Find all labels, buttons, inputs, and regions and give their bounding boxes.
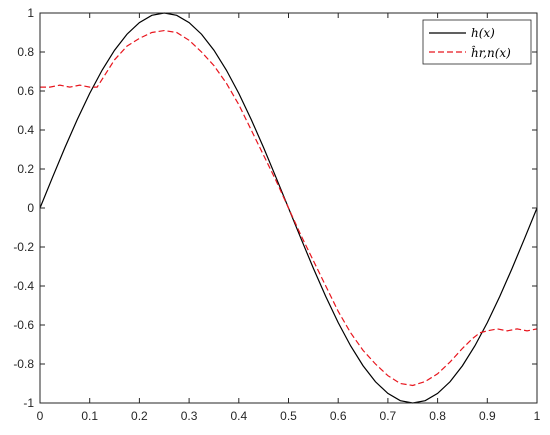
x-tick-label: 0.8: [429, 409, 446, 423]
series-line-1: [40, 29, 538, 387]
x-tick-label: 0: [37, 409, 44, 423]
plot-area: [39, 12, 538, 404]
y-tick-label: 0.4: [17, 123, 34, 137]
y-tick-label: 0.8: [17, 45, 34, 59]
x-tick-label: 0.1: [81, 409, 98, 423]
x-tick-label: 0.6: [330, 409, 347, 423]
x-tick-label: 1: [534, 409, 541, 423]
y-tick-label: -0.4: [13, 279, 34, 293]
y-tick-label: -0.6: [13, 318, 34, 332]
x-tick-label: 0.3: [181, 409, 198, 423]
legend-label-h-hat: ĥr,n(x): [471, 45, 511, 60]
y-tick-label: 0.6: [17, 84, 34, 98]
y-tick-label: -0.8: [13, 357, 34, 371]
legend-label-h: h(x): [471, 26, 495, 40]
legend: h(x) ĥr,n(x): [422, 19, 532, 65]
x-tick-label: 0.2: [131, 409, 148, 423]
x-tick-label: 0.7: [380, 409, 397, 423]
axis-ticks: 0 0.1 0.2 0.3 0.4 0.5 0.6 0.7 0.8 0.9 1 1 0.8 0.6 0.4 0…: [13, 6, 540, 423]
x-tick-label: 0.5: [280, 409, 297, 423]
y-tick-label: -0.2: [13, 240, 34, 254]
y-tick-label: 0.2: [17, 162, 34, 176]
y-tick-label: -1: [23, 396, 34, 410]
x-tick-label: 0.9: [479, 409, 496, 423]
y-tick-label: 1: [27, 6, 34, 20]
x-tick-label: 0.4: [230, 409, 247, 423]
y-tick-label: 0: [27, 201, 34, 215]
legend-box: [422, 19, 532, 65]
